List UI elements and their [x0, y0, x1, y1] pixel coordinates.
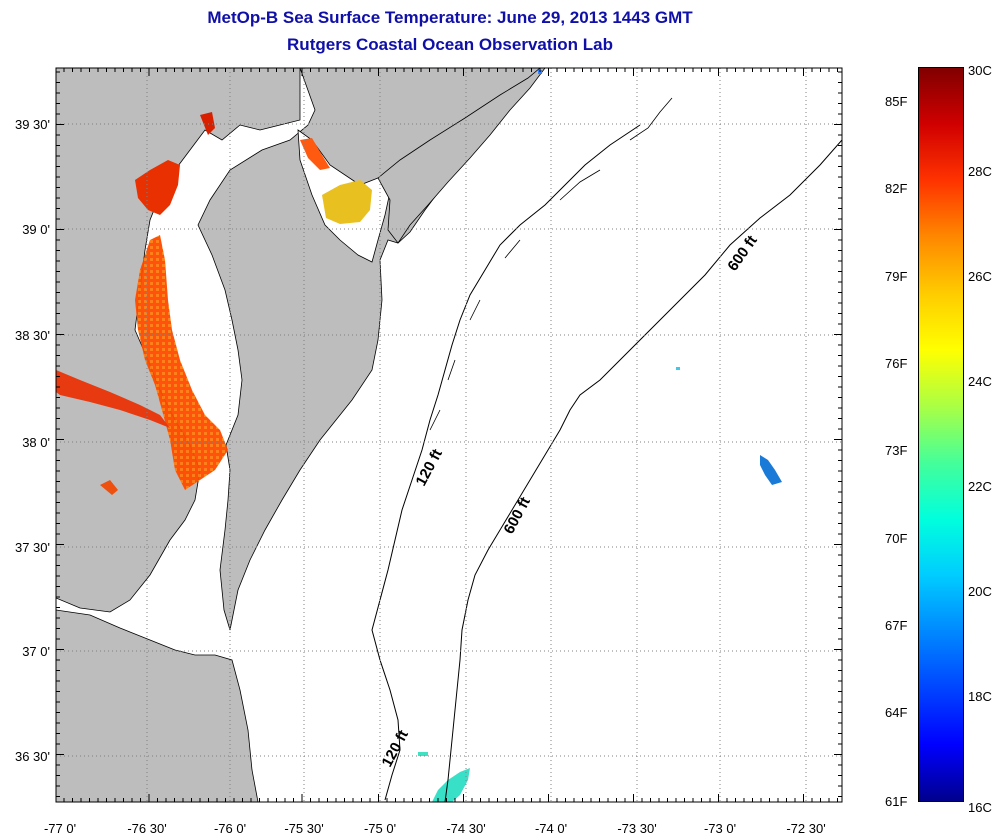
colorbar-fahrenheit-label: 76F — [885, 355, 908, 371]
isobath-120ft — [371, 124, 641, 801]
graticule — [56, 68, 842, 802]
longitude-label: -75 30' — [284, 821, 323, 836]
longitude-label: -76 0' — [214, 821, 246, 836]
colorbar-fahrenheit-label: 73F — [885, 443, 908, 459]
colorbar-fahrenheit-label: 61F — [885, 794, 908, 809]
sst-delaware-upper — [300, 138, 330, 170]
colorbar-fahrenheit-label: 64F — [885, 705, 908, 721]
sst-delaware-bay — [322, 180, 372, 224]
map-frame — [55, 67, 843, 803]
colorbar-celsius-label: 16C — [968, 800, 992, 815]
sst-cool-speck-1 — [676, 367, 680, 370]
colorbar-celsius-label: 26C — [968, 269, 992, 284]
longitude-label: -74 0' — [535, 821, 567, 836]
map-title: MetOp-B Sea Surface Temperature: June 29… — [207, 8, 693, 27]
longitude-label: -77 0' — [44, 821, 76, 836]
latitude-labels: 39 30' 39 0' 38 30' 38 0' 37 30' 37 0' 36 30' — [15, 117, 50, 764]
colorbar-fahrenheit-label: 85F — [885, 94, 908, 109]
land-new-jersey — [377, 68, 546, 244]
sst-chesapeake — [135, 235, 228, 490]
latitude-label: 39 0' — [22, 222, 50, 237]
longitude-label: -73 30' — [617, 821, 656, 836]
longitude-labels: -77 0' -76 30' -76 0' -75 30' -75 0' -74 30' -… — [44, 821, 826, 836]
latitude-label: 38 0' — [22, 435, 50, 450]
longitude-label: -75 0' — [364, 821, 396, 836]
colorbar-fahrenheit-label: 79F — [885, 268, 908, 284]
sst-potomac — [56, 370, 170, 428]
sst-upper-red — [200, 112, 215, 135]
latitude-label: 36 30' — [15, 749, 50, 764]
sst-rappahannock — [100, 480, 118, 495]
colorbar-fahrenheit-label: 67F — [885, 617, 908, 633]
longitude-label: -76 30' — [127, 821, 166, 836]
latitude-label: 38 30' — [15, 328, 50, 343]
colorbar-celsius-label: 22C — [968, 479, 992, 494]
colorbar-fahrenheit-label: 70F — [885, 530, 908, 546]
map-features — [56, 68, 842, 802]
map-subtitle: Rutgers Coastal Ocean Observation Lab — [287, 35, 613, 54]
isobath-600ft — [444, 139, 842, 802]
longitude-label: -74 30' — [446, 821, 485, 836]
sst-cool-speck-3 — [418, 752, 428, 756]
sst-cool-patch-east — [760, 455, 782, 485]
longitude-label: -73 0' — [704, 821, 736, 836]
temperature-colorbar — [918, 67, 964, 802]
colorbar-celsius-label: 30C — [968, 63, 992, 78]
latitude-label: 37 0' — [22, 644, 50, 659]
colorbar-celsius-label: 18C — [968, 689, 992, 704]
sst-cool-patch-south — [432, 768, 470, 802]
axis-ticks — [56, 68, 842, 802]
latitude-label: 39 30' — [15, 117, 50, 132]
isobath-120ft-detail — [429, 97, 673, 431]
latitude-label: 37 30' — [15, 540, 50, 555]
land-virginia-south — [56, 609, 259, 802]
colorbar-fahrenheit-label: 82F — [885, 181, 908, 197]
colorbar-celsius-label: 24C — [968, 374, 992, 389]
colorbar-celsius-label: 28C — [968, 164, 992, 179]
colorbar-celsius-label: 20C — [968, 584, 992, 599]
title-block: MetOp-B Sea Surface Temperature: June 29… — [0, 4, 900, 58]
sst-upper-bay — [135, 160, 180, 215]
longitude-label: -72 30' — [786, 821, 825, 836]
